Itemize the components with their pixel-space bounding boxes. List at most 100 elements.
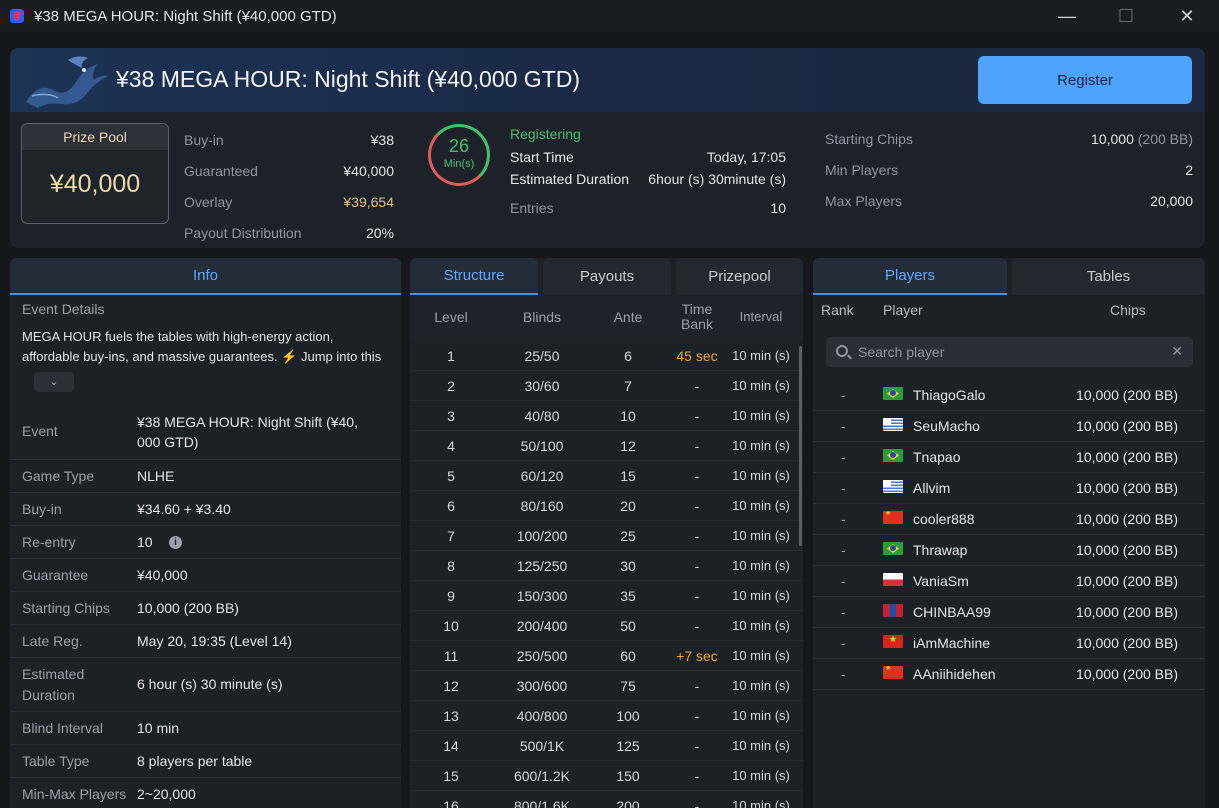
buyin-value: ¥38 [370,132,394,148]
structure-cell-level: 10 [443,618,459,634]
player-chips: 10,000 (200 BB) [1076,635,1178,651]
player-chips: 10,000 (200 BB) [1076,387,1178,403]
window-title: ¥38 MEGA HOUR: Night Shift (¥40,000 GTD) [34,7,337,25]
start-time-value: Today, 17:05 [706,149,786,165]
info-row-value: ¥38 MEGA HOUR: Night Shift (¥40, 000 GTD… [137,414,358,450]
close-button[interactable]: ✕ [1179,5,1195,26]
register-button[interactable]: Register [978,56,1192,104]
tab-tables[interactable]: Tables [1012,258,1205,295]
player-row[interactable]: - CHINBAA99 10,000 (200 BB) [813,597,1205,628]
structure-row: 15 600/1.2K 150 - 10 min (s) [410,761,803,791]
player-row[interactable]: - VaniaSm 10,000 (200 BB) [813,566,1205,597]
structure-cell-blinds: 150/300 [516,588,568,604]
info-row: Buy-in ¥34.60 + ¥3.40 [10,493,401,526]
info-circle-icon[interactable]: i [169,536,182,549]
start-time-label: Start Time [510,149,574,165]
structure-cell-level: 1 [447,348,455,364]
structure-cell-tb: - [694,558,700,574]
player-rank: - [841,418,846,434]
structure-cell-blinds: 800/1.6K [513,798,571,808]
player-row[interactable]: - iAmMachine 10,000 (200 BB) [813,628,1205,659]
tab-payouts[interactable]: Payouts [543,258,671,295]
title-bar: ¥38 MEGA HOUR: Night Shift (¥40,000 GTD)… [0,0,1219,32]
structure-cell-tb: - [694,408,700,424]
max-players-label: Max Players [825,193,903,209]
start-time-row: Start Time Today, 17:05 [510,149,786,169]
country-flag-icon [883,666,903,679]
info-row-value: 6 hour (s) 30 minute (s) [137,676,283,692]
structure-cell-ante: 200 [616,798,640,808]
info-row: Re-entry 10 i [10,526,401,559]
structure-cell-tb: - [694,498,700,514]
structure-cell-tb: - [694,588,700,604]
structure-cell-tb: - [694,768,700,784]
event-info-table: Event ¥38 MEGA HOUR: Night Shift (¥40, 00… [10,406,401,808]
player-name: iAmMachine [913,635,991,651]
min-players-label: Min Players [825,162,899,178]
country-flag-icon [883,573,903,586]
starting-chips-label: Starting Chips [825,131,913,147]
structure-cell-blinds: 400/800 [516,708,568,724]
player-row[interactable]: - ThiagoGalo 10,000 (200 BB) [813,380,1205,411]
player-rank: - [841,387,846,403]
structure-rows: 1 25/50 6 45 sec 10 min (s) 2 30/60 7 - 10 min (s… [410,341,803,808]
countdown-timer: 26 Min(s) [428,124,490,186]
player-row[interactable]: - AAniihidehen 10,000 (200 BB) [813,659,1205,690]
country-flag-icon [883,604,903,617]
search-icon [836,345,848,357]
structure-cell-interval: 10 min (s) [732,618,790,633]
player-name: cooler888 [913,511,975,527]
players-header: Rank Player Chips [813,295,1205,325]
tab-players[interactable]: Players [813,258,1007,295]
col-time-bank-1: Time [681,301,713,317]
search-input[interactable] [858,342,1158,362]
player-row[interactable]: - Allvim 10,000 (200 BB) [813,473,1205,504]
structure-cell-ante: 7 [624,378,632,394]
maximize-button[interactable]: ☐ [1117,5,1135,26]
structure-cell-interval: 10 min (s) [732,738,790,753]
structure-row: 7 100/200 25 - 10 min (s) [410,521,803,551]
structure-cell-tb: - [694,618,700,634]
structure-scrollbar[interactable] [799,346,802,546]
player-row[interactable]: - cooler888 10,000 (200 BB) [813,504,1205,535]
structure-row: 1 25/50 6 45 sec 10 min (s) [410,341,803,371]
col-rank: Rank [821,302,854,318]
guaranteed-value: ¥40,000 [343,163,394,179]
player-row[interactable]: - Thrawap 10,000 (200 BB) [813,535,1205,566]
structure-tabbar: Structure Payouts Prizepool [410,258,803,295]
info-row-label: Starting Chips [22,600,110,616]
clear-search-icon[interactable]: ✕ [1171,343,1183,359]
expand-description-button[interactable]: ⌄ [34,372,74,392]
structure-cell-tb: - [694,378,700,394]
player-name: AAniihidehen [913,666,996,682]
event-title: ¥38 MEGA HOUR: Night Shift (¥40,000 GTD) [116,66,581,92]
payout-row: Payout Distribution 20% [184,225,394,245]
player-name: Allvim [913,480,951,496]
tab-prizepool[interactable]: Prizepool [676,258,803,295]
info-row: Blind Interval 10 min [10,712,401,745]
banner: ¥38 MEGA HOUR: Night Shift (¥40,000 GTD)… [10,48,1205,112]
country-flag-icon [883,542,903,555]
structure-cell-interval: 10 min (s) [732,648,790,663]
starting-chips-value-group: 10,000 (200 BB) [1091,131,1193,147]
info-row: Table Type 8 players per table [10,745,401,778]
tab-structure[interactable]: Structure [410,258,538,295]
player-rank: - [841,604,846,620]
structure-cell-level: 11 [443,648,459,664]
structure-cell-ante: 75 [620,678,636,694]
info-row-value: 8 players per table [137,753,253,769]
structure-cell-level: 2 [447,378,455,394]
col-time-bank-2: Bank [681,316,713,332]
player-row[interactable]: - Tnapao 10,000 (200 BB) [813,442,1205,473]
player-row[interactable]: - SeuMacho 10,000 (200 BB) [813,411,1205,442]
guaranteed-label: Guaranteed [184,163,258,179]
structure-cell-blinds: 100/200 [516,528,568,544]
duration-label: Estimated Duration [510,171,630,187]
structure-cell-level: 3 [447,408,455,424]
minimize-button[interactable]: — [1058,5,1076,26]
col-level: Level [434,309,468,325]
event-description: MEGA HOUR fuels the tables with high-ene… [22,329,382,364]
tab-info[interactable]: Info [10,258,401,295]
player-name: ThiagoGalo [913,387,986,403]
structure-cell-interval: 10 min (s) [732,798,790,808]
